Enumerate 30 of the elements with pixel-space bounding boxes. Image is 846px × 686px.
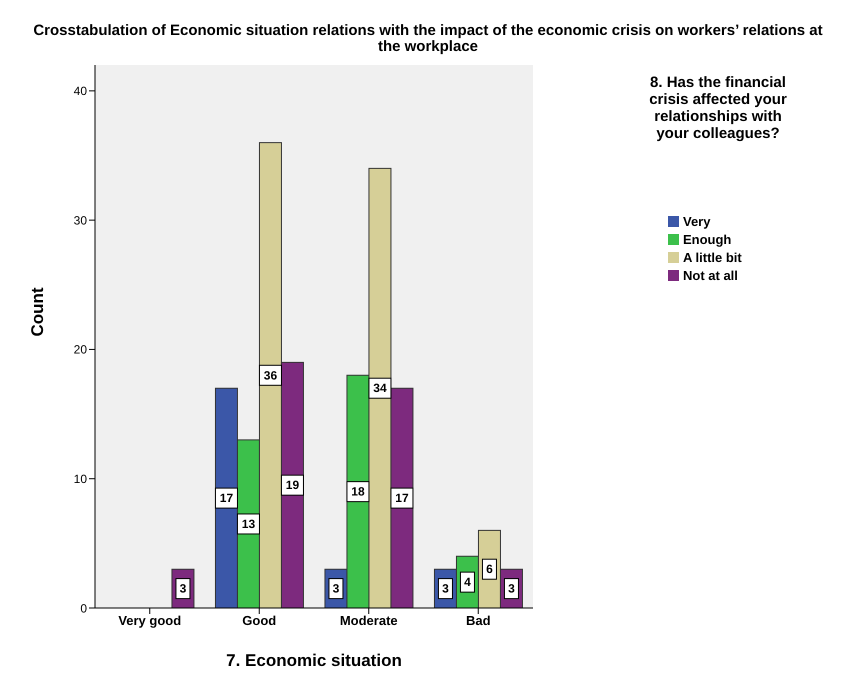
legend-label: A little bit — [683, 250, 742, 265]
data-label: 36 — [264, 368, 278, 382]
x-tick-label: Very good — [118, 613, 182, 628]
data-label: 3 — [332, 582, 340, 596]
y-tick-label: 30 — [74, 213, 88, 228]
legend-title: 8. Has the financial crisis affected your relationships with your colleagues? — [648, 74, 788, 142]
y-tick-label: 0 — [80, 601, 88, 616]
data-label: 3 — [180, 582, 187, 596]
data-label: 3 — [508, 582, 516, 596]
data-label: 6 — [486, 562, 494, 576]
data-label: 3 — [442, 582, 450, 596]
y-tick-label: 10 — [74, 472, 88, 486]
data-label: 34 — [373, 381, 387, 396]
x-axis-title: 7. Economic situation — [226, 651, 402, 670]
data-label: 4 — [464, 575, 472, 590]
data-label: 18 — [351, 484, 365, 499]
legend-label: Very — [683, 214, 710, 229]
y-axis-title: Count — [28, 287, 48, 336]
legend-label: Enough — [683, 232, 732, 247]
data-label: 19 — [286, 478, 300, 492]
legend-label: Not at all — [683, 268, 738, 283]
data-label: 13 — [242, 516, 256, 531]
y-tick-label: 40 — [74, 84, 88, 98]
x-tick-label: Moderate — [340, 613, 398, 628]
chart-title: Crosstabulation of Economic situation relations with the impact of the economic crisis on workers’ relations at the workplace — [32, 22, 824, 55]
data-label: 17 — [395, 491, 409, 506]
x-tick-label: Bad — [466, 613, 491, 628]
x-tick-label: Good — [242, 613, 276, 628]
y-tick-label: 20 — [74, 342, 88, 357]
data-label: 17 — [220, 491, 234, 506]
